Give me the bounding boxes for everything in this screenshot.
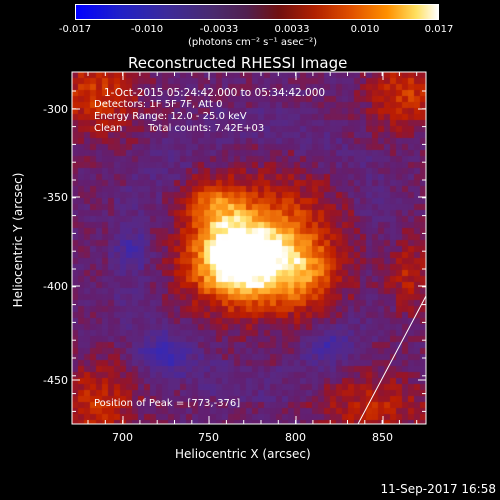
total-counts: Total counts: 7.42E+03 <box>148 123 265 134</box>
colorbar-units: (photons cm⁻² s⁻¹ asec⁻²) <box>188 37 318 48</box>
colorbar-tick-label: 0.010 <box>350 24 380 35</box>
footer-timestamp: 11-Sep-2017 16:58 <box>380 482 496 496</box>
colorbar-tick-label: -0.010 <box>130 24 164 35</box>
y-tick-label: -400 <box>43 280 68 293</box>
colorbar <box>75 4 439 20</box>
clean-method: Clean <box>94 123 123 134</box>
x-tick-label: 750 <box>198 431 219 444</box>
x-tick-label: 850 <box>372 431 393 444</box>
y-axis-label: Heliocentric Y (arcsec) <box>11 172 25 308</box>
y-tick-label: -450 <box>43 374 68 387</box>
colorbar-tick-label: -0.0033 <box>199 24 239 35</box>
peak-position: Position of Peak = [773,-376] <box>94 398 241 409</box>
colorbar-tick-label: 0.017 <box>424 24 454 35</box>
energy-range: Energy Range: 12.0 - 25.0 keV <box>94 111 247 122</box>
x-axis-label: Heliocentric X (arcsec) <box>175 447 311 461</box>
detectors: Detectors: 1F 5F 7F, Att 0 <box>94 99 223 110</box>
y-tick-label: -300 <box>43 103 68 116</box>
rhessi-image <box>72 72 426 424</box>
colorbar-tick-label: 0.0033 <box>274 24 310 35</box>
colorbar-tick-label: -0.017 <box>58 24 92 35</box>
limb-line <box>357 295 427 425</box>
y-tick-label: -350 <box>43 191 68 204</box>
x-tick-label: 700 <box>112 431 133 444</box>
x-tick-label: 800 <box>285 431 306 444</box>
time-range: 1-Oct-2015 05:24:42.000 to 05:34:42.000 <box>104 87 326 99</box>
plot-title: Reconstructed RHESSI Image <box>128 54 348 72</box>
